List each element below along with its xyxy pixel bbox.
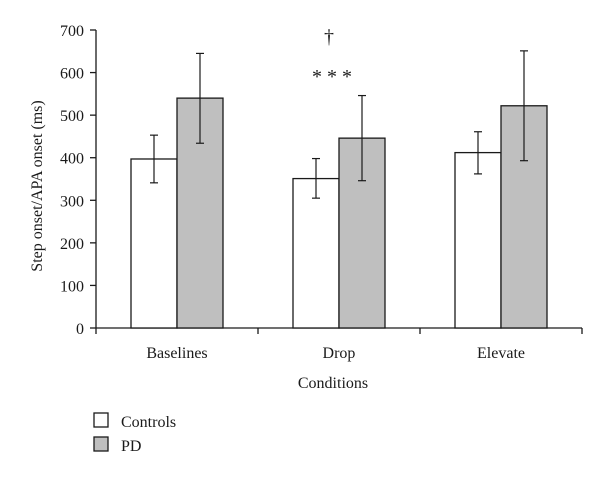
significance-annotation: * * * — [312, 66, 352, 88]
y-axis-title: Step onset/APA onset (ms) — [29, 100, 46, 271]
y-tick-label: 0 — [76, 321, 84, 338]
y-tick-label: 500 — [60, 108, 84, 125]
y-tick-label: 400 — [60, 151, 84, 168]
legend-label-pd: PD — [121, 438, 141, 455]
y-tick-label: 600 — [60, 66, 84, 83]
bar-controls-baselines — [130, 158, 178, 329]
y-axis: 0 100 200 300 400 500 600 700 — [60, 23, 97, 338]
dagger-annotation: † — [324, 26, 334, 48]
bar-controls-elevate — [454, 151, 502, 329]
y-tick-label: 300 — [60, 193, 84, 210]
x-tick-label: Elevate — [477, 345, 525, 362]
legend-label-controls: Controls — [121, 414, 176, 431]
x-axis: Baselines Drop Elevate — [95, 327, 583, 362]
y-tick-label: 200 — [60, 236, 84, 253]
bars — [130, 97, 548, 329]
error-bars — [150, 50, 528, 199]
x-axis-title: Conditions — [298, 375, 368, 392]
legend-swatch-controls — [93, 412, 109, 428]
legend: Controls PD — [93, 412, 176, 455]
y-tick-label: 700 — [60, 23, 84, 40]
legend-swatch-pd — [93, 436, 109, 452]
x-tick-label: Drop — [323, 345, 356, 362]
bar-controls-drop — [292, 177, 340, 329]
x-tick-label: Baselines — [146, 345, 207, 362]
y-tick-label: 100 — [60, 278, 84, 295]
